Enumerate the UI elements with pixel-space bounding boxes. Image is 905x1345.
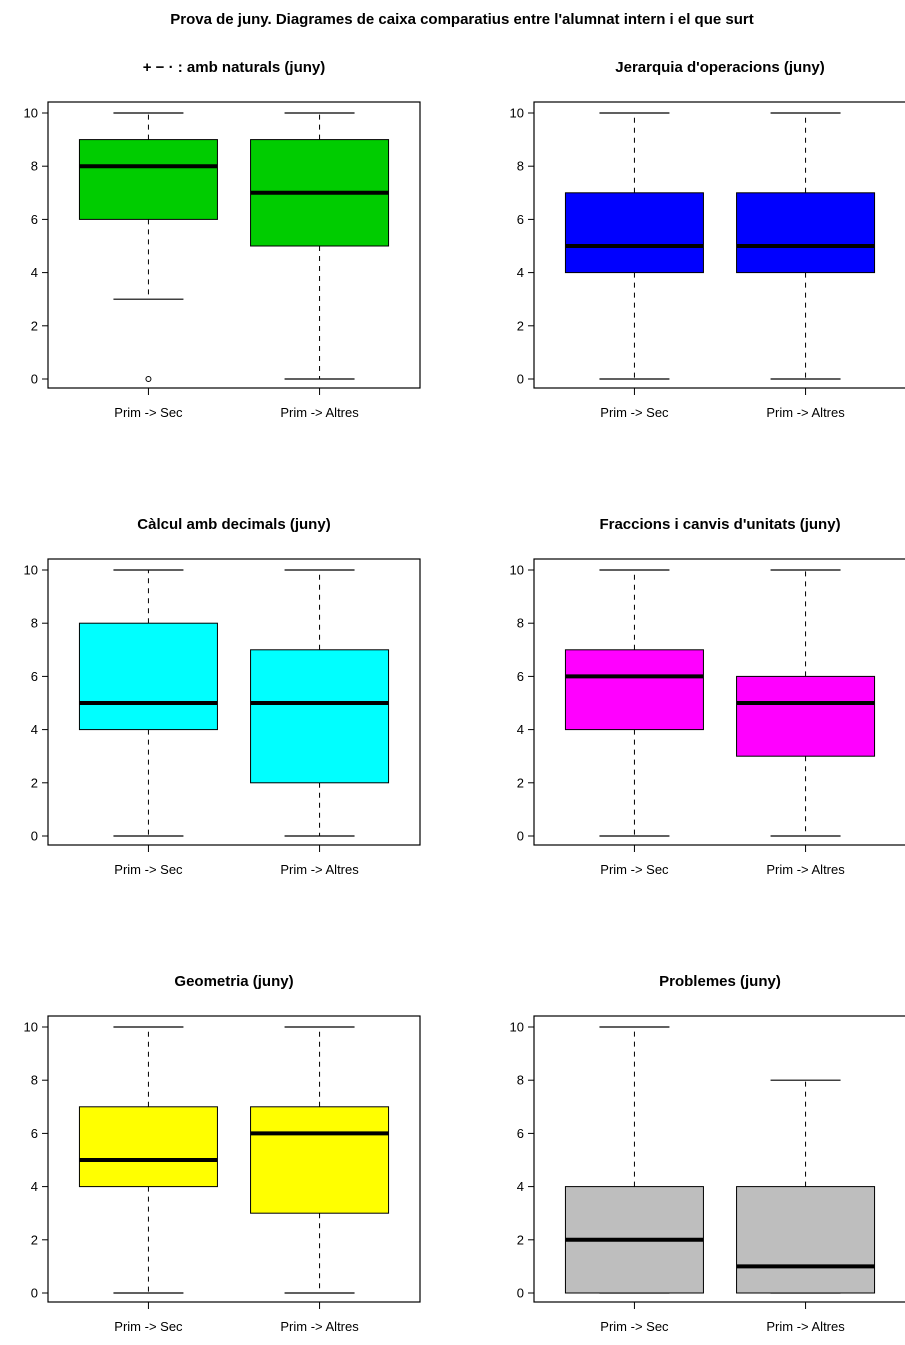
category-label: Prim -> Sec [600, 1319, 669, 1334]
category-label: Prim -> Sec [600, 862, 669, 877]
y-tick-label: 8 [517, 159, 524, 174]
iqr-box [564, 649, 704, 731]
iqr-box [736, 1186, 876, 1294]
box-2: Prim -> Altres [250, 112, 390, 420]
box-1: Prim -> Sec [564, 569, 704, 877]
panel-title: Geometria (juny) [174, 973, 293, 990]
y-tick-label: 6 [517, 1126, 524, 1141]
outlier-point [145, 376, 152, 382]
boxplot-panel-5: Geometria (juny) 0 2 4 6 8 10 Prim -> Sec Prim -… [24, 973, 421, 1334]
category-label: Prim -> Altres [280, 1319, 359, 1334]
y-tick-label: 4 [31, 1179, 38, 1194]
category-label: Prim -> Altres [280, 405, 359, 420]
y-tick-label: 4 [31, 265, 38, 280]
boxplot-panel-1: + − · : amb naturals (juny) 0 2 4 6 8 10 Prim -… [24, 59, 421, 420]
y-tick-label: 0 [517, 829, 524, 844]
box-2: Prim -> Altres [736, 1079, 876, 1334]
y-tick-label: 0 [31, 372, 38, 387]
y-tick-label: 10 [24, 106, 38, 121]
iqr-box [736, 192, 876, 274]
category-label: Prim -> Sec [114, 405, 183, 420]
panel-title: Càlcul amb decimals (juny) [137, 516, 330, 533]
box-2: Prim -> Altres [250, 569, 390, 877]
y-tick-label: 0 [31, 1286, 38, 1301]
y-tick-label: 2 [31, 318, 38, 333]
boxplot-panel-2: Jerarquia d'operacions (juny) 0 2 4 6 8 10 Prim… [510, 59, 905, 420]
y-tick-label: 0 [517, 372, 524, 387]
category-label: Prim -> Altres [766, 1319, 845, 1334]
y-tick-label: 6 [517, 669, 524, 684]
iqr-box [564, 192, 704, 274]
y-tick-label: 2 [517, 1232, 524, 1247]
iqr-box [250, 1106, 390, 1214]
category-label: Prim -> Sec [114, 1319, 183, 1334]
panel-title: Jerarquia d'operacions (juny) [615, 59, 824, 76]
y-tick-label: 8 [517, 616, 524, 631]
box-1: Prim -> Sec [564, 112, 704, 420]
panel-title: + − · : amb naturals (juny) [143, 59, 326, 76]
boxplot-panel-6: Problemes (juny) 0 2 4 6 8 10 Prim -> Sec Prim -… [510, 973, 905, 1334]
box-2: Prim -> Altres [736, 569, 876, 877]
y-tick-label: 8 [31, 1073, 38, 1088]
y-tick-label: 10 [24, 1020, 38, 1035]
iqr-box [78, 139, 218, 220]
y-tick-label: 0 [31, 829, 38, 844]
y-tick-label: 8 [517, 1073, 524, 1088]
boxplot-panel-4: Fraccions i canvis d'unitats (juny) 0 2 4 6 8… [510, 516, 905, 877]
iqr-box [250, 649, 390, 784]
box-1: Prim -> Sec [78, 569, 218, 877]
y-tick-label: 8 [31, 616, 38, 631]
y-tick-label: 2 [31, 775, 38, 790]
y-tick-label: 10 [510, 563, 524, 578]
box-1: Prim -> Sec [564, 1026, 704, 1334]
figure-title: Prova de juny. Diagrames de caixa compar… [170, 11, 753, 28]
category-label: Prim -> Altres [766, 862, 845, 877]
box-2: Prim -> Altres [736, 112, 876, 420]
boxplot-panel-3: Càlcul amb decimals (juny) 0 2 4 6 8 10 Prim ->… [24, 516, 421, 877]
y-tick-label: 2 [517, 318, 524, 333]
y-tick-label: 6 [31, 669, 38, 684]
y-tick-label: 4 [517, 1179, 524, 1194]
y-tick-label: 0 [517, 1286, 524, 1301]
y-tick-label: 10 [510, 106, 524, 121]
category-label: Prim -> Sec [600, 405, 669, 420]
y-tick-label: 6 [31, 212, 38, 227]
y-tick-label: 6 [517, 212, 524, 227]
y-tick-label: 2 [31, 1232, 38, 1247]
panel-title: Problemes (juny) [659, 973, 781, 990]
box-1: Prim -> Sec [78, 1026, 218, 1334]
box-1: Prim -> Sec [78, 112, 218, 420]
y-tick-label: 4 [517, 722, 524, 737]
category-label: Prim -> Altres [280, 862, 359, 877]
panels: + − · : amb naturals (juny) 0 2 4 6 8 10 Prim -… [24, 59, 905, 1334]
category-label: Prim -> Altres [766, 405, 845, 420]
y-tick-label: 8 [31, 159, 38, 174]
iqr-box [736, 675, 876, 757]
box-2: Prim -> Altres [250, 1026, 390, 1334]
y-tick-label: 2 [517, 775, 524, 790]
y-tick-label: 10 [510, 1020, 524, 1035]
category-label: Prim -> Sec [114, 862, 183, 877]
y-tick-label: 10 [24, 563, 38, 578]
y-tick-label: 4 [31, 722, 38, 737]
y-tick-label: 6 [31, 1126, 38, 1141]
y-tick-label: 4 [517, 265, 524, 280]
panel-title: Fraccions i canvis d'unitats (juny) [599, 516, 840, 533]
iqr-box [78, 622, 218, 731]
iqr-box [78, 1106, 218, 1188]
